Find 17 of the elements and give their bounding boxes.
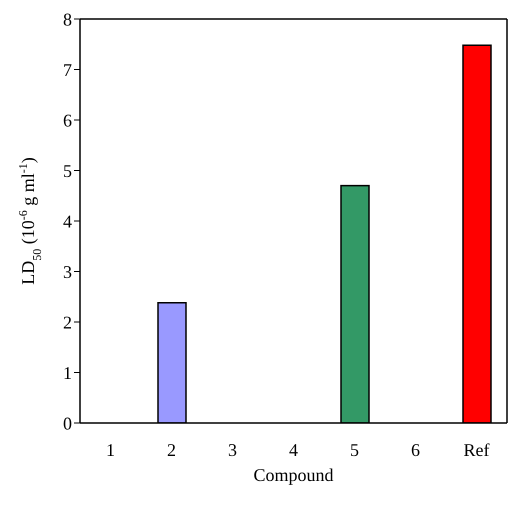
x-tick-label: 5 xyxy=(350,440,359,460)
x-tick-label: Ref xyxy=(464,440,490,460)
y-tick-label: 0 xyxy=(63,413,72,434)
x-tick-label: 3 xyxy=(228,440,237,460)
y-tick-label: 3 xyxy=(63,262,72,282)
y-tick-label: 7 xyxy=(63,60,72,80)
x-tick-label: 1 xyxy=(106,440,115,460)
y-tick-label: 2 xyxy=(63,312,72,332)
y-tick-label: 8 xyxy=(63,9,72,30)
y-tick-label: 6 xyxy=(63,110,72,130)
y-tick-label: 1 xyxy=(63,362,72,383)
x-tick-label: 2 xyxy=(167,440,176,460)
x-tick-label: 4 xyxy=(289,440,298,460)
x-axis-title: Compound xyxy=(253,465,334,485)
x-tick-label: 6 xyxy=(411,440,420,460)
y-tick-label: 4 xyxy=(63,211,72,232)
y-tick-label: 5 xyxy=(63,160,72,181)
